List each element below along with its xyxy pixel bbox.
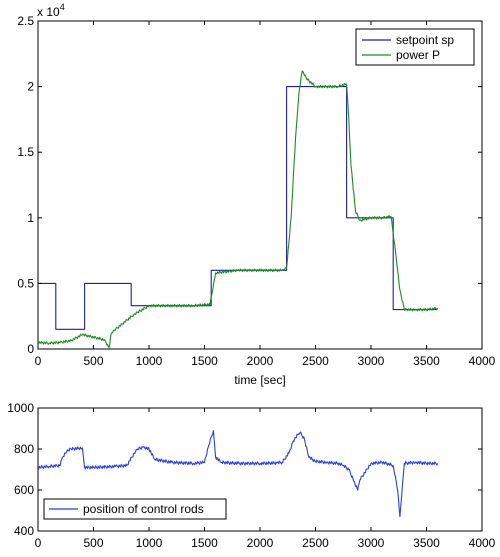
power-chart: 0 500 1000 1500 2000 2500 3000 3500 4000 0 0.5 1 1.5… — [17, 2, 495, 387]
power-chart-y-exponent: x 104 — [37, 2, 65, 19]
control-rods-chart-y-tick-label: 600 — [14, 483, 34, 497]
series-line-power — [38, 70, 439, 349]
control-rods-chart-x-tick-label: 1000 — [136, 536, 163, 550]
control-rods-chart-ticks: 0 500 1000 1500 2000 2500 3000 3500 4000 400 600 80… — [7, 401, 495, 550]
control-rods-chart-legend: position of control rods — [43, 498, 227, 520]
power-chart-x-tick-label: 3500 — [413, 354, 440, 368]
control-rods-chart: 0 500 1000 1500 2000 2500 3000 3500 4000 400 600 80… — [7, 401, 495, 550]
control-rods-chart-y-tick-label: 800 — [14, 442, 34, 456]
power-chart-legend-box — [355, 28, 475, 66]
legend-label-setpoint: setpoint sp — [396, 33, 454, 47]
power-chart-x-tick-label: 4000 — [469, 354, 496, 368]
control-rods-chart-plot-area — [38, 430, 439, 518]
control-rods-chart-x-tick-label: 3500 — [413, 536, 440, 550]
power-chart-x-tick-label: 2500 — [302, 354, 329, 368]
control-rods-chart-x-tick-label: 2500 — [302, 536, 329, 550]
control-rods-chart-x-tick-label: 0 — [35, 536, 42, 550]
power-chart-x-axis-label: time [sec] — [234, 373, 285, 387]
power-chart-legend: setpoint sp power P — [355, 28, 475, 66]
control-rods-chart-x-tick-label: 4000 — [469, 536, 496, 550]
power-chart-y-tick-label: 2.5 — [17, 14, 34, 28]
control-rods-chart-y-tick-label: 1000 — [7, 401, 34, 415]
power-chart-x-tick-label: 1500 — [191, 354, 218, 368]
control-rods-chart-x-tick-label: 2000 — [247, 536, 274, 550]
power-chart-plot-area — [38, 70, 439, 349]
power-chart-x-tick-label: 3000 — [358, 354, 385, 368]
power-chart-y-tick-label: 1.5 — [17, 145, 34, 159]
control-rods-chart-x-tick-label: 1500 — [191, 536, 218, 550]
legend-label-control-rods: position of control rods — [83, 502, 204, 516]
power-chart-y-tick-label: 0 — [27, 342, 34, 356]
control-rods-chart-x-tick-label: 500 — [83, 536, 103, 550]
power-chart-x-tick-label: 1000 — [136, 354, 163, 368]
power-chart-y-tick-label: 2 — [27, 80, 34, 94]
power-chart-x-tick-label: 2000 — [247, 354, 274, 368]
control-rods-chart-x-tick-label: 3000 — [358, 536, 385, 550]
power-chart-axes-box — [37, 20, 483, 350]
power-chart-y-tick-label: 0.5 — [17, 276, 34, 290]
control-rods-legend-box — [43, 498, 227, 520]
power-chart-y-tick-label: 1 — [27, 211, 34, 225]
control-rods-chart-y-tick-label: 400 — [14, 524, 34, 538]
series-line-control-rods — [38, 430, 439, 518]
legend-label-power: power P — [396, 48, 440, 62]
power-chart-x-tick-label: 500 — [83, 354, 103, 368]
power-chart-x-tick-label: 0 — [35, 354, 42, 368]
power-chart-ticks: 0 500 1000 1500 2000 2500 3000 3500 4000 0 0.5 1 1.5… — [17, 14, 495, 368]
